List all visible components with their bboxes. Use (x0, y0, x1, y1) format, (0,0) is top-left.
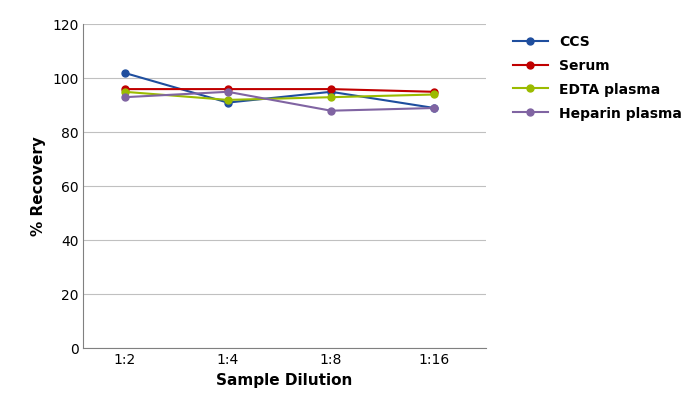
Serum (327, 87, 335, 92)
Heparin plasma (430, 106, 439, 111)
Serum (430, 90, 439, 94)
Line: CCS: CCS (121, 69, 438, 111)
Heparin plasma (120, 95, 128, 100)
Y-axis label: % Recovery: % Recovery (31, 136, 46, 236)
CCS (430, 106, 439, 111)
EDTA plasma (327, 95, 335, 100)
X-axis label: Sample Dilution: Sample Dilution (217, 373, 353, 388)
CCS (327, 90, 335, 94)
Heparin plasma (327, 108, 335, 113)
EDTA plasma (430, 92, 439, 97)
EDTA plasma (223, 98, 232, 102)
CCS (223, 100, 232, 105)
Heparin plasma (223, 90, 232, 94)
CCS (120, 70, 128, 75)
Serum (120, 87, 128, 92)
EDTA plasma (120, 90, 128, 94)
Serum (223, 87, 232, 92)
Line: Serum: Serum (121, 85, 438, 95)
Legend: CCS, Serum, EDTA plasma, Heparin plasma: CCS, Serum, EDTA plasma, Heparin plasma (509, 31, 686, 125)
Line: Heparin plasma: Heparin plasma (121, 88, 438, 114)
Line: EDTA plasma: EDTA plasma (121, 88, 438, 103)
